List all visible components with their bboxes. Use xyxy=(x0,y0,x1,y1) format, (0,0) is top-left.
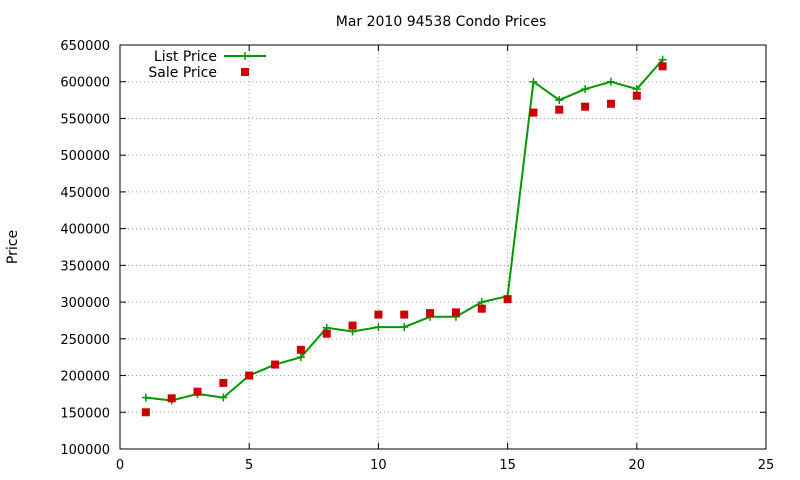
sale-price-point xyxy=(374,310,383,319)
sale-price-point xyxy=(503,295,512,304)
list-price-point xyxy=(581,85,590,94)
x-tick-label: 5 xyxy=(245,458,253,473)
axis-ticks: 0 5 10 15 20 25 100000 150000 200000 250000 300000… xyxy=(60,39,774,473)
list-price-point xyxy=(400,323,409,332)
sale-price-point xyxy=(271,360,280,369)
sale-price-point xyxy=(296,345,305,354)
list-price-point xyxy=(606,77,615,86)
list-price-point xyxy=(296,353,305,362)
y-tick-label: 400000 xyxy=(60,223,110,238)
series-1 xyxy=(141,62,667,417)
sale-price-point xyxy=(245,371,254,380)
legend-label: List Price xyxy=(154,49,217,65)
x-tick-label: 0 xyxy=(116,458,124,473)
sale-price-point xyxy=(400,310,409,319)
sale-price-point xyxy=(322,329,331,338)
y-tick-label: 250000 xyxy=(60,333,110,348)
y-tick-label: 200000 xyxy=(60,370,110,385)
sale-price-point xyxy=(606,99,615,108)
y-tick-label: 550000 xyxy=(60,112,110,127)
sale-price-point xyxy=(426,309,435,318)
sale-price-point xyxy=(451,308,460,317)
legend-swatch-marker xyxy=(241,52,249,60)
list-price-line xyxy=(145,59,664,402)
legend-swatch-square xyxy=(241,68,249,76)
y-axis-label: Price xyxy=(5,230,21,264)
sale-price-point xyxy=(477,304,486,313)
sale-price-point xyxy=(141,408,150,417)
x-tick-label: 20 xyxy=(629,458,646,473)
grid-lines xyxy=(120,45,766,449)
y-tick-label: 300000 xyxy=(60,296,110,311)
plot-frame xyxy=(119,44,767,450)
x-tick-label: 15 xyxy=(499,458,516,473)
sale-price-point xyxy=(632,91,641,100)
y-tick-label: 500000 xyxy=(60,149,110,164)
sale-price-point xyxy=(348,321,357,330)
list-price-point xyxy=(555,96,564,105)
list-price-point xyxy=(374,323,383,332)
x-tick-label: 10 xyxy=(370,458,387,473)
series-layer xyxy=(141,55,667,417)
y-tick-label: 100000 xyxy=(60,443,110,458)
sale-price-point xyxy=(555,105,564,114)
sale-price-point xyxy=(658,62,667,71)
sale-price-point xyxy=(581,102,590,111)
legend-label: Sale Price xyxy=(148,65,217,81)
y-tick-label: 350000 xyxy=(60,259,110,274)
x-tick-label: 25 xyxy=(758,458,775,473)
sale-price-point xyxy=(219,378,228,387)
list-price-point xyxy=(141,393,150,402)
list-price-point xyxy=(529,77,538,86)
y-tick-label: 450000 xyxy=(60,186,110,201)
list-price-point xyxy=(219,393,228,402)
sale-price-point xyxy=(529,108,538,117)
sale-price-point xyxy=(167,394,176,403)
y-tick-label: 650000 xyxy=(60,39,110,54)
chart-title: Mar 2010 94538 Condo Prices xyxy=(336,14,547,30)
sale-price-point xyxy=(193,387,202,396)
y-tick-label: 600000 xyxy=(60,76,110,91)
y-tick-label: 150000 xyxy=(60,406,110,421)
